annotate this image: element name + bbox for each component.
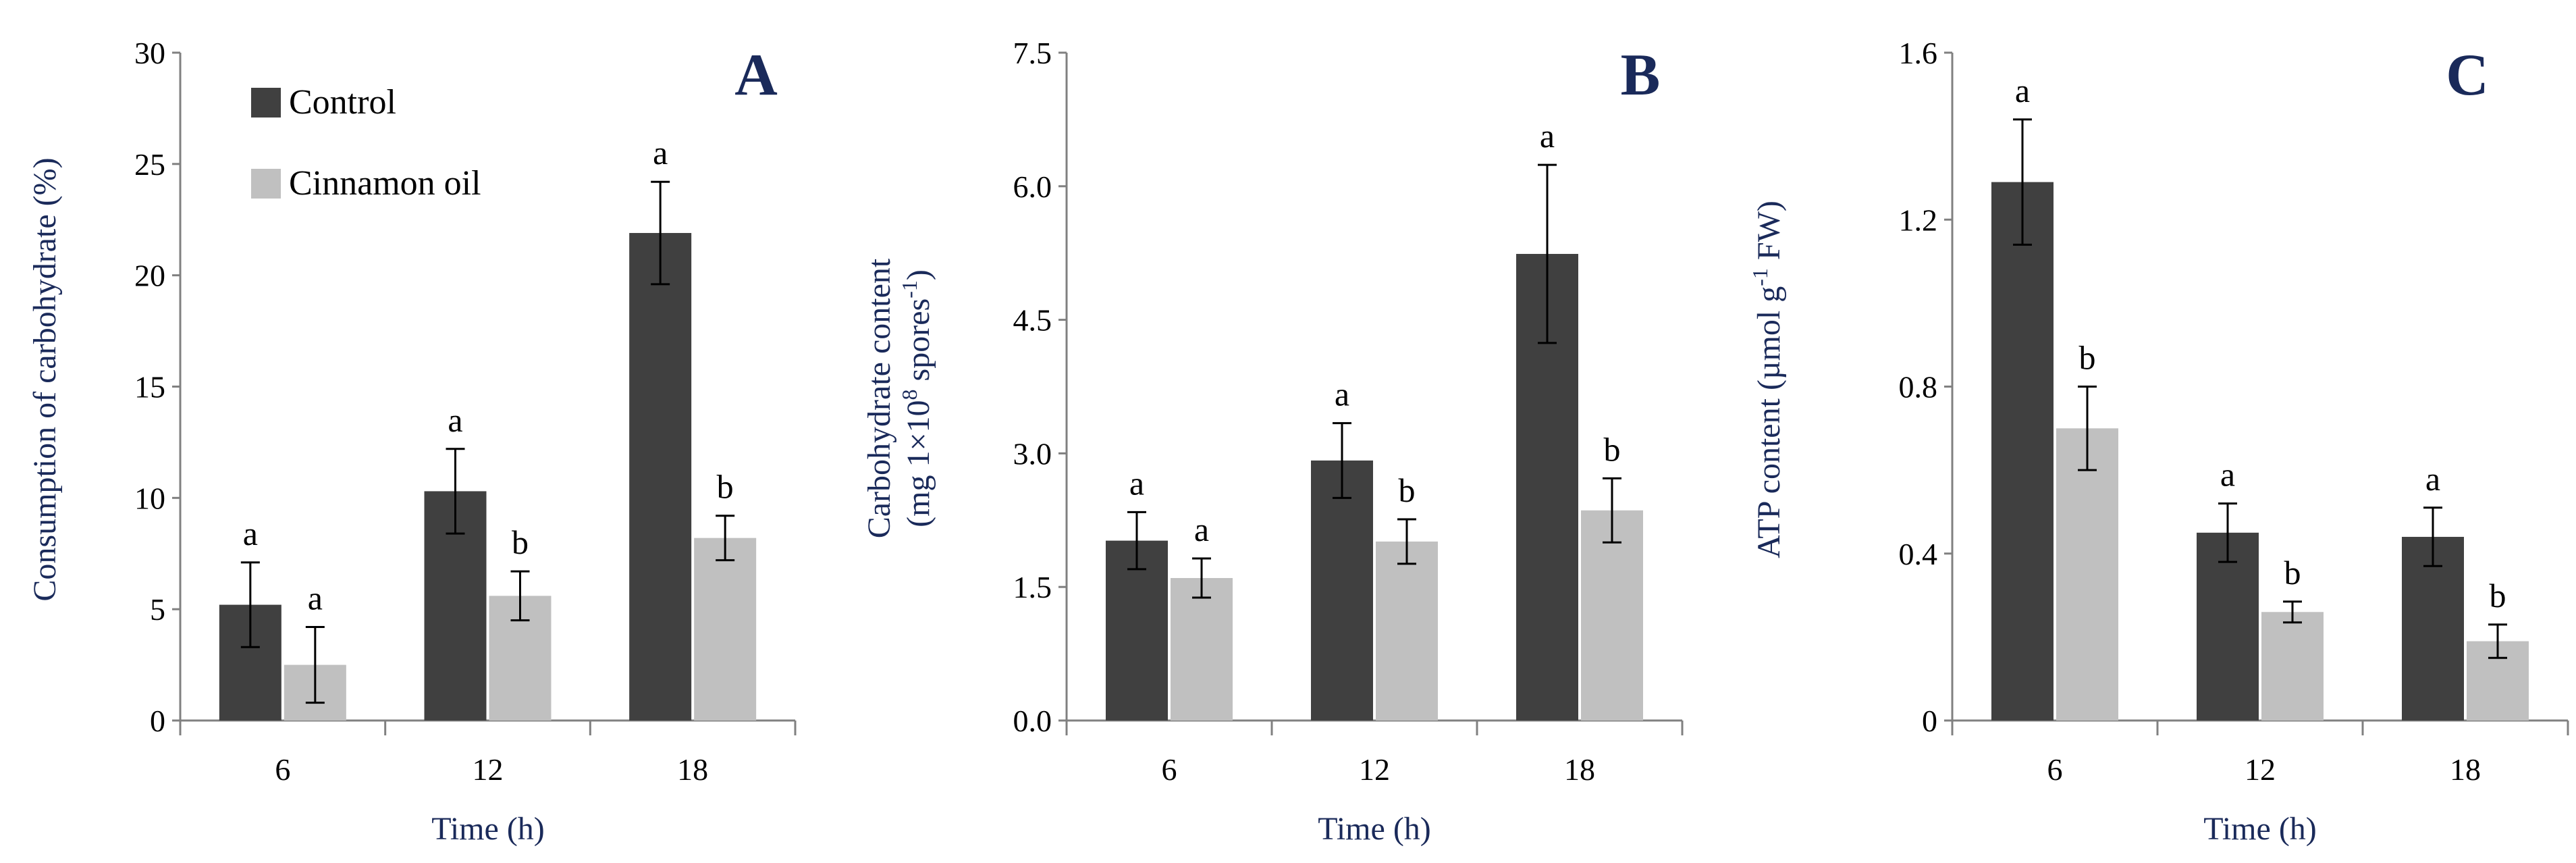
legend-label-control: Control bbox=[289, 83, 396, 122]
panel-a-bars: a a a b a b bbox=[219, 134, 757, 721]
panel-b-bar-cinnamon-oil bbox=[1171, 578, 1233, 721]
panel-a-y-tick-label: 0 bbox=[150, 704, 165, 738]
panel-a-significance-label-control: a bbox=[653, 134, 668, 172]
panel-a-ylabel: Consumption of carbohydrate (%) bbox=[27, 157, 63, 601]
panel-a-y-tick-label: 5 bbox=[150, 592, 165, 627]
panel-b-significance-label-control: a bbox=[1540, 117, 1555, 155]
legend: Control Cinnamon oil bbox=[251, 83, 481, 203]
panel-b-bar-control bbox=[1311, 460, 1373, 721]
panel-b-bar-control bbox=[1106, 540, 1168, 721]
panel-b-x-tick-label: 6 bbox=[1162, 752, 1177, 787]
panel-c-significance-label-control: a bbox=[2220, 456, 2235, 494]
panel-c: C Time (h) ATP content (µmol g-1 FW) 0 0.… bbox=[1748, 36, 2569, 847]
panel-a-xlabel: Time (h) bbox=[431, 811, 545, 847]
panel-a-y-tick-label: 20 bbox=[134, 259, 165, 293]
legend-swatch-control bbox=[251, 88, 281, 117]
panel-b-xlabel: Time (h) bbox=[1318, 811, 1431, 847]
panel-a-bar-control bbox=[629, 233, 692, 721]
panel-c-y-tick-label: 0.8 bbox=[1899, 370, 1938, 404]
panel-b-axes: 0.0 1.5 3.0 4.5 6.0 7.5 6 12 18 bbox=[1013, 36, 1684, 787]
panel-c-axes: 0 0.4 0.8 1.2 1.6 6 12 18 bbox=[1899, 36, 2569, 787]
panel-c-y-tick-label: 0 bbox=[1922, 704, 1937, 738]
panel-c-significance-label-control: a bbox=[2015, 72, 2030, 109]
panel-b-ylabel-line1: Carbohydrate content bbox=[861, 258, 897, 538]
panel-a-significance-label-cinnamon-oil: b bbox=[717, 468, 734, 506]
panel-c-y-tick-label: 1.2 bbox=[1899, 203, 1938, 237]
panel-b-ylabel-line2: (mg 1×108 spores-1) bbox=[897, 269, 936, 527]
panel-c-bars: a b a b a b bbox=[1991, 72, 2529, 721]
panel-b-y-tick-label: 0.0 bbox=[1013, 704, 1052, 738]
panel-a-y-tick-label: 15 bbox=[134, 370, 165, 404]
panel-a-x-tick-label: 12 bbox=[473, 752, 504, 787]
panel-b: B Time (h) Carbohydrate content (mg 1×10… bbox=[861, 36, 1684, 847]
panel-c-x-tick-label: 12 bbox=[2245, 752, 2276, 787]
panel-a-y-tick-label: 10 bbox=[134, 481, 165, 515]
panel-c-significance-label-control: a bbox=[2425, 460, 2440, 498]
panel-c-bar-cinnamon-oil bbox=[2261, 612, 2324, 721]
panel-b-x-tick-label: 18 bbox=[1564, 752, 1595, 787]
panel-b-significance-label-control: a bbox=[1129, 464, 1144, 502]
panel-b-letter: B bbox=[1621, 43, 1661, 108]
legend-swatch-cinnamon-oil bbox=[251, 169, 281, 199]
panel-b-bar-cinnamon-oil bbox=[1581, 510, 1643, 721]
panel-a-y-tick-label: 25 bbox=[134, 147, 165, 182]
panel-b-y-tick-label: 1.5 bbox=[1013, 570, 1052, 604]
panel-b-significance-label-control: a bbox=[1335, 375, 1349, 413]
panel-c-ylabel: ATP content (µmol g-1 FW) bbox=[1748, 201, 1787, 558]
panel-b-significance-label-cinnamon-oil: b bbox=[1604, 430, 1621, 468]
panel-a-x-tick-label: 6 bbox=[275, 752, 290, 787]
panel-c-x-tick-label: 6 bbox=[2047, 752, 2063, 787]
panel-b-y-tick-label: 4.5 bbox=[1013, 303, 1052, 338]
panel-b-y-tick-label: 7.5 bbox=[1013, 36, 1052, 70]
panel-c-xlabel: Time (h) bbox=[2203, 811, 2317, 847]
panel-c-x-tick-label: 18 bbox=[2450, 752, 2481, 787]
panel-a-letter: A bbox=[734, 43, 778, 108]
panel-b-y-tick-label: 3.0 bbox=[1013, 436, 1052, 471]
panel-c-significance-label-cinnamon-oil: b bbox=[2490, 577, 2506, 614]
panel-a-significance-label-cinnamon-oil: a bbox=[308, 579, 323, 617]
legend-label-cinnamon-oil: Cinnamon oil bbox=[289, 164, 481, 203]
panel-c-significance-label-cinnamon-oil: b bbox=[2284, 554, 2301, 592]
panel-b-significance-label-cinnamon-oil: a bbox=[1194, 511, 1209, 548]
panel-a-significance-label-control: a bbox=[448, 401, 462, 439]
panel-c-y-tick-label: 1.6 bbox=[1899, 36, 1938, 70]
panel-a: A Time (h) Consumption of carbohydrate (… bbox=[27, 36, 797, 847]
panel-c-bar-control bbox=[2402, 537, 2464, 721]
panel-c-y-tick-label: 0.4 bbox=[1899, 537, 1938, 571]
panel-b-x-tick-label: 12 bbox=[1359, 752, 1390, 787]
panel-b-bar-cinnamon-oil bbox=[1376, 541, 1438, 721]
panel-a-y-tick-label: 30 bbox=[134, 36, 165, 70]
panel-c-significance-label-cinnamon-oil: b bbox=[2079, 339, 2096, 377]
panel-a-x-tick-label: 18 bbox=[677, 752, 708, 787]
panel-a-significance-label-cinnamon-oil: b bbox=[512, 523, 529, 561]
panel-c-bar-cinnamon-oil bbox=[2056, 428, 2118, 721]
panel-a-bar-cinnamon-oil bbox=[694, 538, 757, 721]
panel-b-significance-label-cinnamon-oil: b bbox=[1399, 471, 1416, 509]
panel-b-bars: a a a b a b bbox=[1106, 117, 1643, 721]
panel-a-axes: 0 5 10 15 20 25 30 6 12 18 bbox=[134, 36, 797, 787]
panel-b-y-tick-label: 6.0 bbox=[1013, 169, 1052, 204]
panel-c-bar-control bbox=[1991, 182, 2054, 721]
panel-c-letter: C bbox=[2446, 43, 2489, 108]
panel-a-significance-label-control: a bbox=[243, 515, 258, 552]
panel-c-bar-control bbox=[2197, 532, 2259, 721]
